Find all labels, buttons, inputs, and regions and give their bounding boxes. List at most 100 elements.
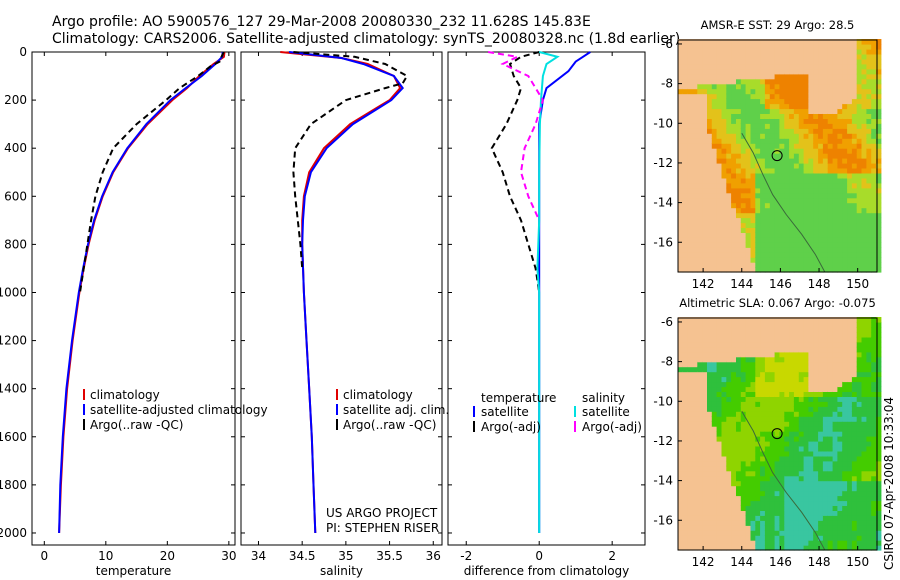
map-cell [837,495,843,502]
map-cell [774,450,780,457]
map-cell [764,197,771,204]
map-cell [716,172,722,179]
map-cell [808,98,814,105]
map-cell [769,143,776,149]
map-cell [697,322,703,328]
map-cell [866,421,872,427]
map-cell [837,426,843,432]
map-cell [692,356,698,363]
map-cell [736,431,742,437]
map-cell [731,416,737,422]
map-cell [871,450,877,457]
map-cell [736,450,742,457]
map-cell [803,540,809,546]
x-axis-label: difference from climatology [464,564,630,578]
map-cell [842,267,848,273]
map-cell [827,182,834,189]
map-cell [716,500,722,506]
map-cell [789,262,795,268]
map-cell [876,322,882,328]
map-cell [789,98,795,105]
map-cell [789,197,795,204]
map-cell [803,391,809,397]
map-cell [755,351,761,358]
y-tick-label: 1600 [0,430,27,444]
map-cell [784,381,790,388]
map-cell [861,440,867,447]
map-cell [842,262,848,268]
map-cell [702,515,708,521]
map-cell [692,351,698,358]
map-cell [832,416,838,422]
map-cell [745,58,751,65]
map-cell [789,371,795,378]
map-cell [678,505,684,511]
map-cell [847,391,853,397]
map-cell [866,78,872,85]
map-cell [871,520,877,526]
map-cell [707,93,713,100]
map-cell [740,391,747,397]
map-cell [687,450,694,457]
map-cell [798,450,805,457]
map-cell [779,63,785,70]
map-cell [808,83,814,90]
map-cell [755,317,761,323]
map-cell [760,460,766,467]
map-cell [769,426,776,432]
x-tick-label: 142 [692,555,715,569]
map-cell [745,207,751,214]
map-cell [707,416,713,422]
map-cell [832,222,838,228]
map-cell [750,63,756,70]
map-cell [692,450,698,457]
map-cell [793,138,800,144]
map-cell [678,317,684,323]
map-cell [818,525,824,531]
map-cell [769,416,776,422]
map-cell [687,495,694,502]
map-cell [736,460,742,467]
map-cell [861,540,867,546]
map-cell [856,465,863,472]
map-cell [822,232,829,238]
map-cell [822,212,829,219]
map-cell [736,172,742,179]
map-cell [847,411,853,417]
map-cell [861,58,867,65]
map-cell [871,391,877,397]
x-tick-label: 148 [808,555,831,569]
map-cell [736,490,742,497]
map-cell [827,505,834,511]
map-cell [678,197,684,204]
map-cell [707,411,713,417]
map-cell [803,416,809,422]
map-cell [818,182,824,189]
map-cell [745,480,751,487]
map-cell [702,73,708,80]
map-cell [842,242,848,248]
map-cell [711,371,718,378]
map-cell [789,212,795,219]
map-cell [774,187,780,194]
map-cell [832,495,838,502]
map-cell [822,53,829,60]
map-cell [687,222,694,228]
map-cell [711,103,718,110]
map-cell [697,540,703,546]
map-cell [711,322,718,328]
map-cell [793,416,800,422]
map-cell [803,406,809,412]
map-cell [707,490,713,497]
map-cell [745,93,751,100]
map-cell [721,138,727,144]
map-cell [793,227,800,233]
map-cell [707,58,713,65]
map-cell [798,545,805,551]
map-cell [784,128,790,134]
map-cell [769,480,776,487]
map-cell [827,232,834,238]
map-cell [711,143,718,149]
map-cell [774,530,780,536]
map-cell [687,113,694,119]
